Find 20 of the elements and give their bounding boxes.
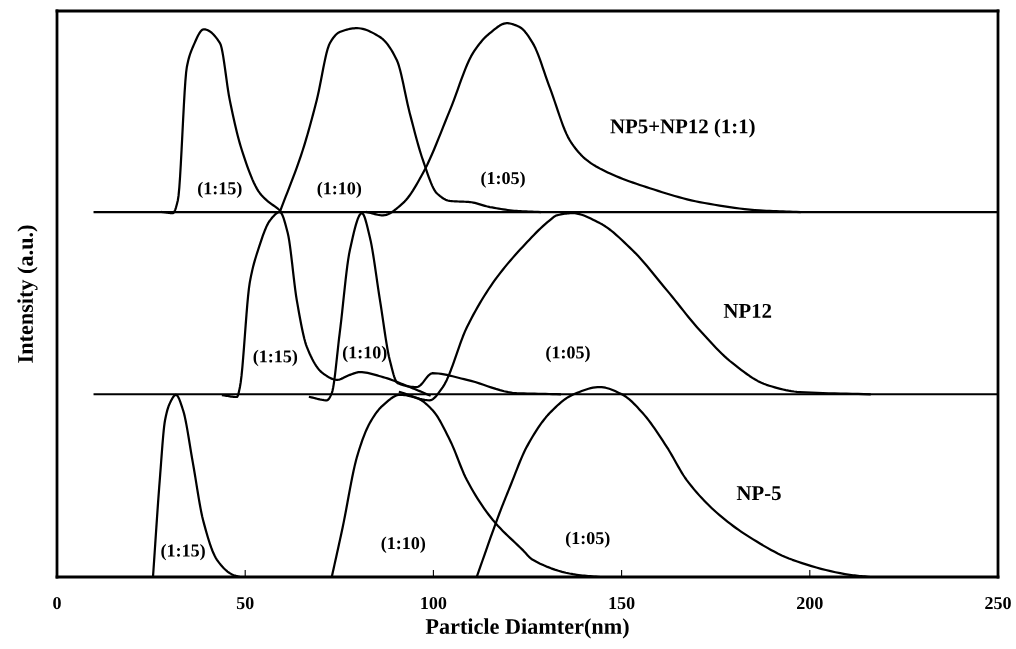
annotation: (1:10) — [342, 345, 387, 363]
x-tick-label: 250 — [985, 596, 1011, 610]
y-axis-title: Intensity (a.u.) — [17, 225, 38, 363]
x-tick-label: 200 — [797, 596, 823, 610]
annotation: NP12 — [723, 303, 772, 318]
annotation: (1:15) — [198, 181, 242, 199]
x-tick-label: 50 — [236, 596, 254, 610]
annotation: NP-5 — [736, 486, 781, 501]
annotation: (1:15) — [161, 543, 205, 561]
x-tick-label: 150 — [609, 596, 635, 610]
x-tick-label: 0 — [53, 596, 61, 610]
x-tick-label: 100 — [421, 596, 447, 610]
x-axis-title: Particle Diamter(nm) — [425, 618, 629, 639]
annotation: NP5+NP12 (1:1) — [610, 118, 755, 138]
annotation: (1:10) — [317, 181, 362, 199]
annotation: (1:05) — [546, 345, 590, 363]
annotation: (1:15) — [253, 349, 298, 367]
annotation: (1:05) — [565, 531, 610, 548]
annotation: (1:05) — [481, 171, 525, 188]
annotation: (1:10) — [381, 536, 426, 553]
